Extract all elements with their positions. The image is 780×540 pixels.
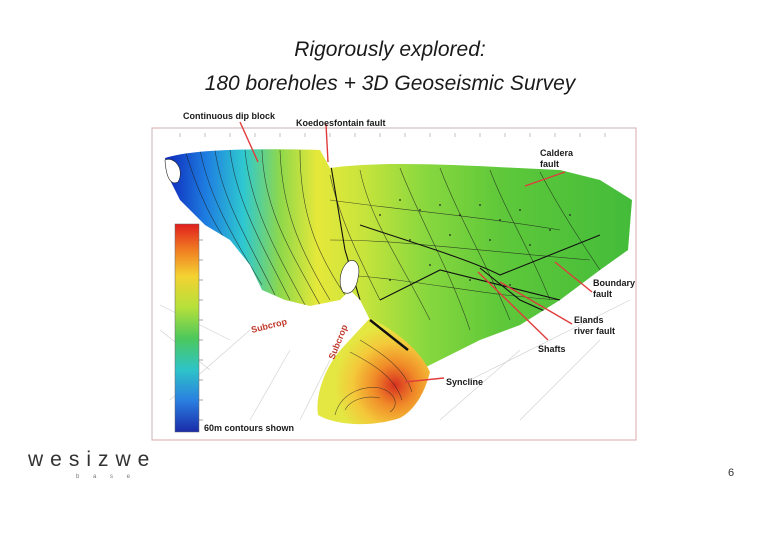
label-koedoesfontain-fault: Koedoesfontain fault xyxy=(296,118,386,128)
label-boundary-fault-2: fault xyxy=(593,289,612,299)
label-shafts: Shafts xyxy=(538,344,566,354)
slide-title-line2: 180 boreholes + 3D Geoseismic Survey xyxy=(204,72,576,95)
label-caldera-fault-1: Caldera xyxy=(540,148,574,158)
page-number: 6 xyxy=(728,467,735,479)
label-elands-fault-2: river fault xyxy=(574,326,615,336)
shafts-fault-line xyxy=(369,319,409,351)
label-boundary-fault-1: Boundary xyxy=(593,278,635,288)
annotation-leaders xyxy=(239,121,593,383)
top-axis-ticks xyxy=(179,133,606,137)
label-continuous-dip-block: Continuous dip block xyxy=(183,111,276,121)
wesizwe-logo: wesizwe xyxy=(28,448,157,471)
borehole-markers xyxy=(379,199,571,286)
label-syncline: Syncline xyxy=(446,377,483,387)
coast-cutout xyxy=(164,159,181,184)
background-grid-lines xyxy=(159,299,631,421)
wesizwe-logo-subtext: b a s e xyxy=(76,474,137,480)
label-caldera-fault-2: fault xyxy=(540,159,559,169)
inlet-cutout xyxy=(339,260,360,294)
label-elands-fault-1: Elands xyxy=(574,315,604,325)
depth-legend xyxy=(174,223,203,433)
label-contours-note: 60m contours shown xyxy=(204,423,294,433)
slide-title-line1: Rigorously explored: xyxy=(294,38,486,61)
